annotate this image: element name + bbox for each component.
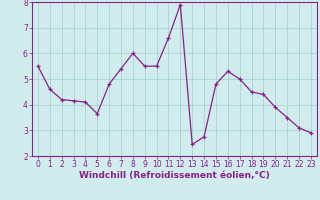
X-axis label: Windchill (Refroidissement éolien,°C): Windchill (Refroidissement éolien,°C): [79, 171, 270, 180]
